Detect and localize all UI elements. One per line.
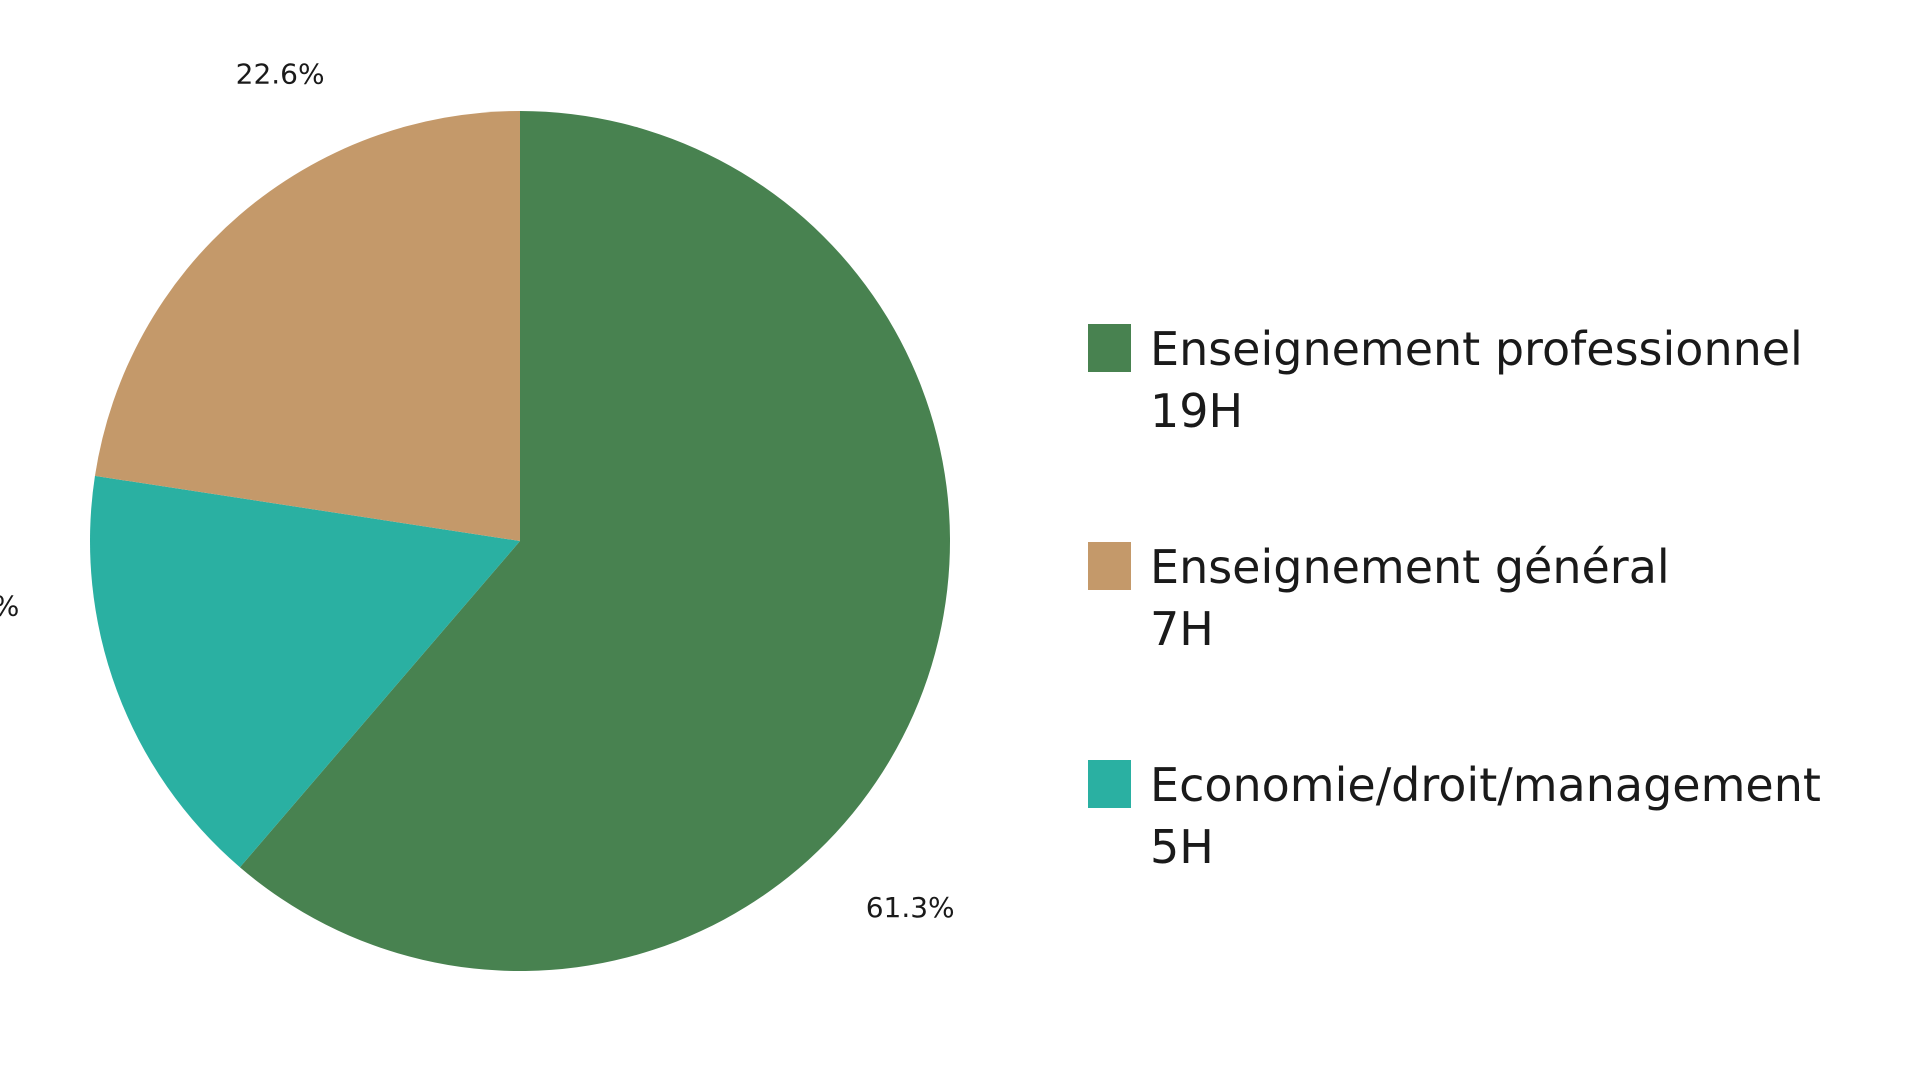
legend-swatch xyxy=(1088,324,1131,372)
legend-swatch xyxy=(1088,542,1131,590)
legend-item-economie-droit-management: Economie/droit/management 5H xyxy=(1088,754,1908,972)
legend-item-enseignement-general: Enseignement général 7H xyxy=(1088,536,1908,754)
legend-hours: 19H xyxy=(1150,384,1244,438)
legend-swatch xyxy=(1088,760,1131,808)
legend-hours: 7H xyxy=(1150,602,1214,656)
pie-slices xyxy=(89,110,950,971)
legend-hours: 5H xyxy=(1150,820,1214,874)
legend-item-enseignement-professionnel: Enseignement professionnel 19H xyxy=(1088,318,1908,536)
legend-label: Economie/droit/management xyxy=(1150,758,1821,812)
pie-slice-economie-droit-management xyxy=(89,475,521,868)
pie-percent-label: 16.1% xyxy=(0,589,19,622)
pie-percent-labels: 61.3% 16.1% 22.6% xyxy=(0,57,955,924)
pie-slice-enseignement-professionnel xyxy=(239,111,950,971)
pie-percent-label: 22.6% xyxy=(236,57,325,90)
pie-slice-enseignement-g-n-ral xyxy=(94,110,520,542)
legend-label: Enseignement général xyxy=(1150,540,1670,594)
legend-label: Enseignement professionnel xyxy=(1150,322,1803,376)
pie-percent-label: 61.3% xyxy=(866,891,955,924)
legend: Enseignement professionnel 19H Enseignem… xyxy=(1088,318,1908,972)
